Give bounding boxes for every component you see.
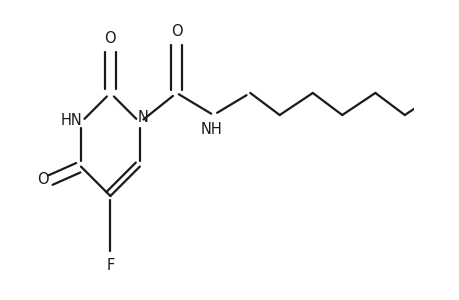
Text: NH: NH — [200, 122, 222, 136]
Text: HN: HN — [61, 113, 83, 128]
Text: F: F — [106, 258, 114, 273]
Text: O: O — [170, 24, 182, 39]
Text: O: O — [104, 31, 116, 46]
Text: N: N — [138, 110, 149, 125]
Text: O: O — [38, 172, 49, 187]
